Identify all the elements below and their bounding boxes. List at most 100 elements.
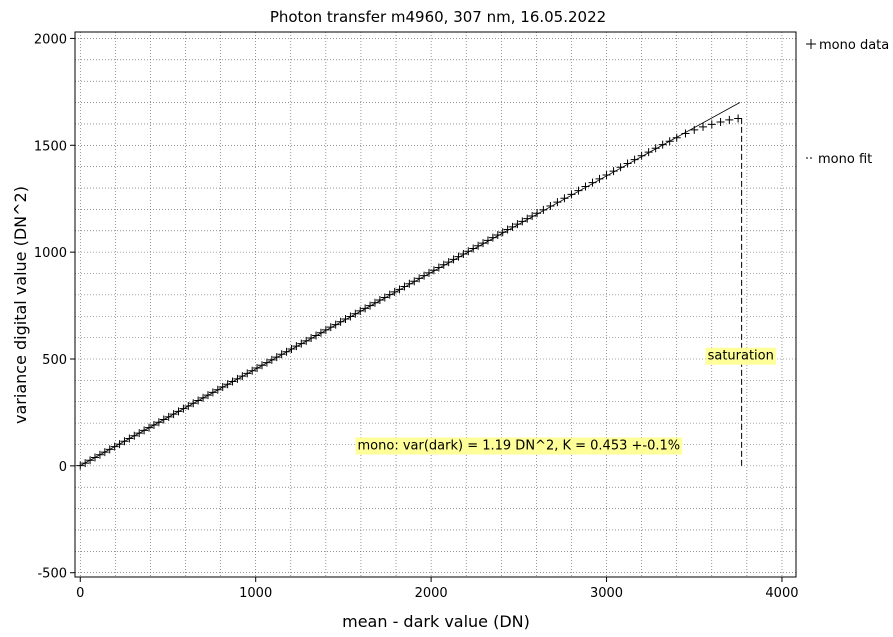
data-point — [439, 260, 448, 269]
data-point — [346, 312, 355, 321]
data-point — [560, 194, 569, 203]
data-point — [361, 304, 370, 313]
data-point — [312, 331, 321, 340]
data-point — [90, 453, 99, 462]
chart-title: Photon transfer m4960, 307 nm, 16.05.202… — [270, 8, 606, 26]
data-point — [609, 167, 618, 176]
data-point — [533, 209, 542, 218]
data-point — [574, 186, 583, 195]
data-point — [546, 201, 555, 210]
data-point — [459, 250, 468, 259]
data-point — [164, 412, 173, 421]
data-point — [208, 388, 217, 397]
x-tick-label: 3000 — [590, 586, 623, 601]
x-tick-label: 4000 — [765, 586, 798, 601]
x-tick-label: 1000 — [239, 586, 272, 601]
data-point — [474, 241, 483, 250]
data-point — [115, 440, 124, 449]
x-tick-label: 2000 — [415, 586, 448, 601]
data-point — [189, 399, 198, 408]
data-point — [681, 129, 690, 138]
data-point — [637, 151, 646, 160]
data-point — [302, 336, 311, 345]
data-point — [602, 170, 611, 179]
data-point — [567, 190, 576, 199]
annotation-highlight-1 — [705, 347, 776, 365]
data-point — [444, 258, 453, 267]
data-point — [390, 287, 399, 296]
y-tick-label: 2000 — [34, 32, 67, 47]
data-point — [267, 355, 276, 364]
data-point — [307, 334, 316, 343]
data-point — [272, 353, 281, 362]
data-point — [707, 120, 716, 129]
axis-ticks: 0 1000 2000 3000 4000 -500 0 500 1000 1500 2000 — [34, 32, 799, 601]
data-point — [665, 137, 674, 146]
data-point — [179, 404, 188, 413]
data-point — [238, 372, 247, 381]
data-point — [429, 266, 438, 275]
data-point — [469, 244, 478, 253]
data-point — [690, 125, 699, 134]
data-point — [228, 377, 237, 386]
data-point — [277, 350, 286, 359]
data-point — [644, 148, 653, 157]
data-point — [341, 315, 350, 324]
data-point — [243, 369, 252, 378]
data-point — [174, 407, 183, 416]
data-point — [287, 344, 296, 353]
data-point — [145, 423, 154, 432]
y-tick-label: 0 — [59, 460, 67, 475]
data-point — [523, 214, 532, 223]
data-point — [81, 459, 90, 468]
data-point — [400, 282, 409, 291]
data-point — [297, 339, 306, 348]
data-point — [425, 268, 434, 277]
data-point — [410, 277, 419, 286]
data-point — [248, 366, 257, 375]
data-point — [539, 205, 548, 214]
data-point — [518, 217, 527, 226]
data-point — [434, 263, 443, 272]
x-tick-label: 0 — [76, 586, 84, 601]
data-point — [464, 247, 473, 256]
data-point — [292, 342, 301, 351]
data-point — [76, 461, 85, 470]
y-tick-label: -500 — [37, 567, 67, 582]
data-point — [498, 228, 507, 237]
data-point — [366, 301, 375, 310]
data-point — [513, 220, 522, 229]
data-point — [370, 298, 379, 307]
data-point — [326, 323, 335, 332]
data-point — [616, 163, 625, 172]
data-point — [100, 448, 109, 457]
data-point — [528, 212, 537, 221]
data-point — [253, 363, 262, 372]
data-point — [375, 296, 384, 305]
data-point — [140, 426, 149, 435]
data-point — [734, 114, 743, 123]
data-point — [385, 290, 394, 299]
legend-label-fit: mono fit — [818, 152, 872, 167]
data-point — [588, 178, 597, 187]
data-point — [380, 293, 389, 302]
data-point — [316, 328, 325, 337]
annotation-text-1: saturation — [708, 349, 774, 364]
y-axis-label: variance digital value (DN^2) — [11, 186, 30, 424]
data-point — [331, 320, 340, 329]
plot-frame — [74, 31, 797, 578]
data-point — [716, 117, 725, 126]
data-point — [493, 231, 502, 240]
legend: mono data mono fit — [806, 38, 889, 167]
data-point — [233, 374, 242, 383]
data-point — [725, 115, 734, 124]
annotation-highlight-0 — [355, 437, 683, 455]
y-tick-label: 500 — [42, 353, 67, 368]
annotations: mono: var(dark) = 1.19 DN^2, K = 0.453 +… — [355, 347, 776, 455]
data-point — [154, 418, 163, 427]
data-point — [479, 239, 488, 248]
y-tick-label: 1500 — [34, 139, 67, 154]
data-point — [488, 233, 497, 242]
